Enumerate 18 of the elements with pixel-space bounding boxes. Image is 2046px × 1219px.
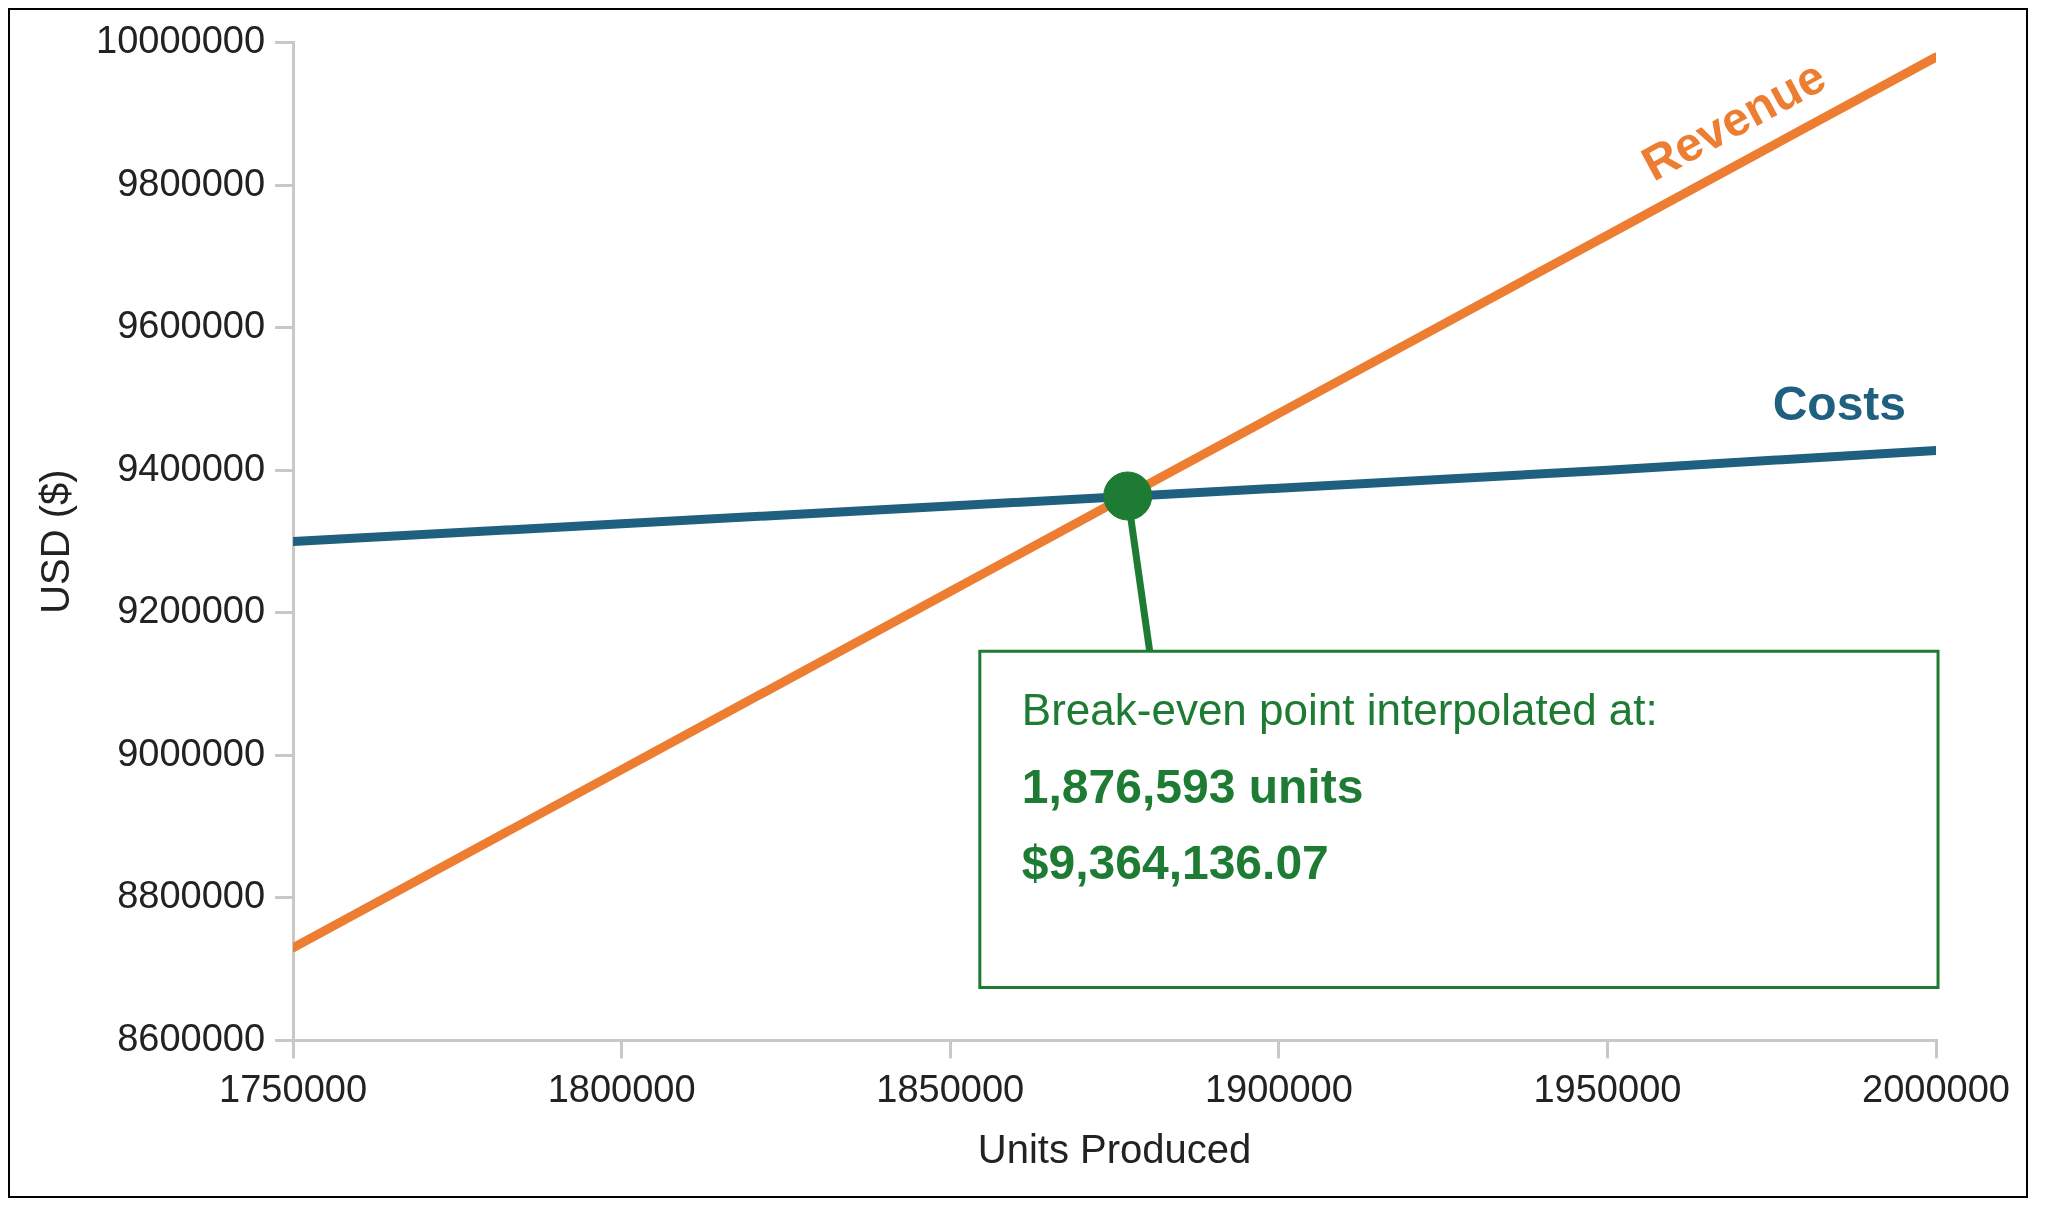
x-axis-title: Units Produced [977, 1127, 1252, 1172]
y-tick-label: 9600000 [117, 304, 266, 347]
x-tick-label: 1800000 [547, 1067, 696, 1110]
series-label: Costs [1772, 376, 1907, 430]
x-tick-label: 1900000 [1204, 1067, 1353, 1110]
y-tick-label: 10000000 [95, 19, 266, 62]
y-tick-label: 9200000 [117, 589, 266, 632]
x-tick-label: 1950000 [1533, 1067, 1682, 1110]
y-tick-label: 8600000 [117, 1016, 266, 1059]
y-axis-title: USD ($) [33, 469, 78, 614]
x-tick-label: 1750000 [219, 1067, 368, 1110]
y-tick-label: 9400000 [117, 446, 266, 489]
annotation: Break-even point interpolated at: 1,876,593 units $9,364,136.07 [1021, 685, 1658, 889]
x-tick-label: 1850000 [876, 1067, 1025, 1110]
x-tick-label: 2000000 [1862, 1067, 2010, 1110]
y-tick-label: 8800000 [117, 874, 266, 917]
y-tick-label: 9000000 [117, 731, 266, 774]
y-tick-label: 9800000 [117, 161, 266, 204]
